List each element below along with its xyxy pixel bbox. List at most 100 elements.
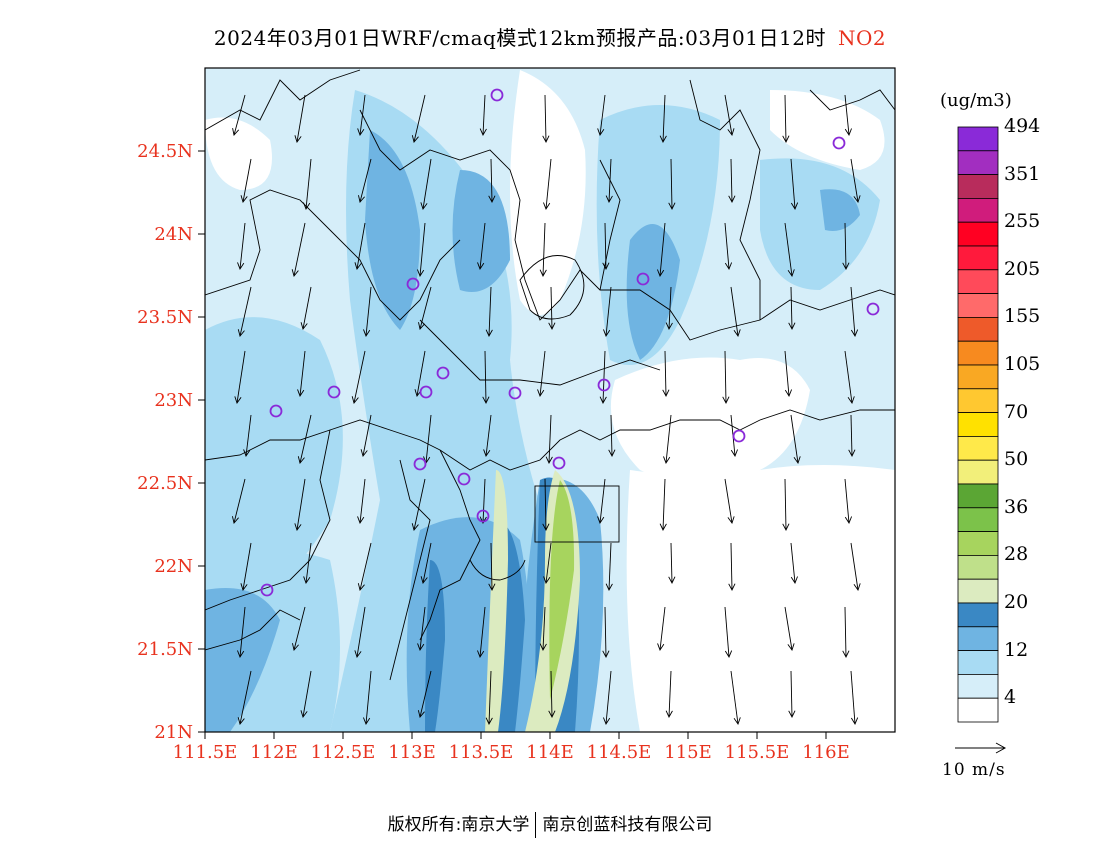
wind-arrow (730, 670, 741, 725)
colorbar-swatch (957, 435, 999, 461)
wind-arrow (291, 222, 306, 277)
colorbar-tick-label: 351 (1004, 162, 1041, 185)
colorbar-swatch (957, 555, 999, 580)
y-tick-label: 24N (154, 224, 193, 245)
colorbar-tick-label: 70 (1004, 400, 1029, 423)
wind-arrow (724, 478, 735, 524)
wind-arrow (542, 94, 550, 143)
wind-arrow (663, 414, 672, 464)
monitoring-sites (260, 88, 880, 597)
colorbar-tick-label: 36 (1004, 495, 1029, 518)
wind-arrow (543, 542, 552, 584)
monitoring-site-marker (260, 583, 274, 597)
chart-title: 2024年03月01日WRF/cmaq模式12km预报产品:03月01日12时 N… (0, 22, 1100, 51)
colorbar-tick-label: 50 (1004, 448, 1029, 471)
wind-arrow (788, 670, 796, 718)
wind-arrow (357, 542, 372, 591)
wind-arrow (790, 158, 799, 210)
wind-arrow (297, 414, 312, 464)
wind-arrow (542, 478, 550, 531)
wind-arrow (303, 158, 312, 210)
wind-arrow (724, 94, 735, 136)
wind-arrow (730, 286, 741, 337)
wind-arrow (539, 606, 547, 651)
colorbar-tick-label: 255 (1004, 210, 1041, 233)
colorbar (957, 126, 999, 723)
wind-arrow (237, 222, 246, 270)
colorbar-swatch (957, 340, 999, 366)
monitoring-site-marker (457, 472, 471, 486)
wind-arrow (300, 286, 312, 330)
high-region (365, 130, 420, 330)
wind-arrow (543, 158, 552, 210)
colorbar-swatch (957, 602, 999, 628)
peak-region (425, 560, 445, 732)
wind-arrow (237, 286, 252, 337)
wind-arrow (363, 670, 372, 725)
wind-arrow (597, 94, 606, 136)
wind-arrow (668, 158, 676, 210)
colorbar-swatch (957, 197, 999, 223)
wind-arrow (485, 670, 493, 725)
wind-arrow (232, 94, 246, 136)
colorbar-tick-label: 105 (1004, 353, 1041, 375)
wind-arrow (784, 350, 793, 397)
wind-arrow (850, 542, 861, 591)
wind-arrow (539, 222, 547, 277)
wind-arrow (602, 222, 610, 270)
wind-arrow (844, 94, 852, 136)
colorbar-swatch (957, 388, 999, 413)
y-tick-label: 23.5N (137, 307, 193, 328)
monitoring-site-marker (732, 429, 746, 443)
wind-arrow (603, 286, 612, 337)
wind-arrow (357, 94, 366, 136)
colorbar-swatch (957, 293, 999, 318)
wind-arrow (844, 350, 855, 404)
colorbar-swatch (957, 674, 999, 699)
high-region (626, 224, 680, 360)
wind-reference-label: 10 m/s (942, 760, 1006, 780)
wind-arrow (483, 414, 492, 457)
wind-arrow (548, 286, 556, 330)
wind-arrow (357, 478, 366, 524)
wind-arrow (234, 350, 246, 404)
colorbar-swatch (957, 650, 999, 675)
plume-region (485, 470, 508, 732)
wind-arrow (602, 606, 610, 658)
wind-arrow (665, 286, 673, 330)
low-region (770, 90, 885, 170)
wind-arrow (411, 478, 426, 531)
wind-arrow (662, 350, 670, 397)
y-tick-label: 21N (154, 722, 193, 743)
wind-arrow (665, 670, 673, 718)
wind-arrow (243, 414, 252, 457)
colorbar-tick-label: 4 (1004, 686, 1017, 709)
footer-right: 南京创蓝科技有限公司 (542, 815, 713, 835)
monitoring-site-marker (419, 385, 433, 399)
colorbar-swatch (957, 316, 999, 342)
wind-arrow (237, 606, 246, 658)
wind-arrow (358, 158, 372, 203)
wind-arrow (603, 670, 612, 725)
colorbar-swatch (957, 578, 999, 604)
high-region (205, 588, 280, 732)
wind-arrow (417, 606, 426, 651)
wind-arrow (597, 478, 606, 524)
wind-arrow (728, 542, 736, 591)
wind-arrow (788, 286, 796, 330)
wind-arrow (728, 158, 736, 203)
high-region (452, 170, 510, 292)
wind-arrow (488, 542, 496, 591)
x-tick-label: 112E (250, 742, 298, 763)
wind-arrow (482, 350, 490, 404)
wind-arrow (605, 542, 613, 591)
y-tick-label: 22N (154, 556, 193, 577)
colorbar-swatch (957, 245, 999, 271)
footer-divider (535, 812, 537, 838)
colorbar-swatch (957, 507, 999, 532)
y-tick-label: 24.5N (137, 141, 193, 162)
wind-arrow (724, 606, 733, 658)
colorbar-swatch (957, 626, 999, 651)
copyright-footer: 版权所有:南京大学 南京创蓝科技有限公司 (0, 810, 1100, 838)
wind-arrow (657, 606, 666, 651)
